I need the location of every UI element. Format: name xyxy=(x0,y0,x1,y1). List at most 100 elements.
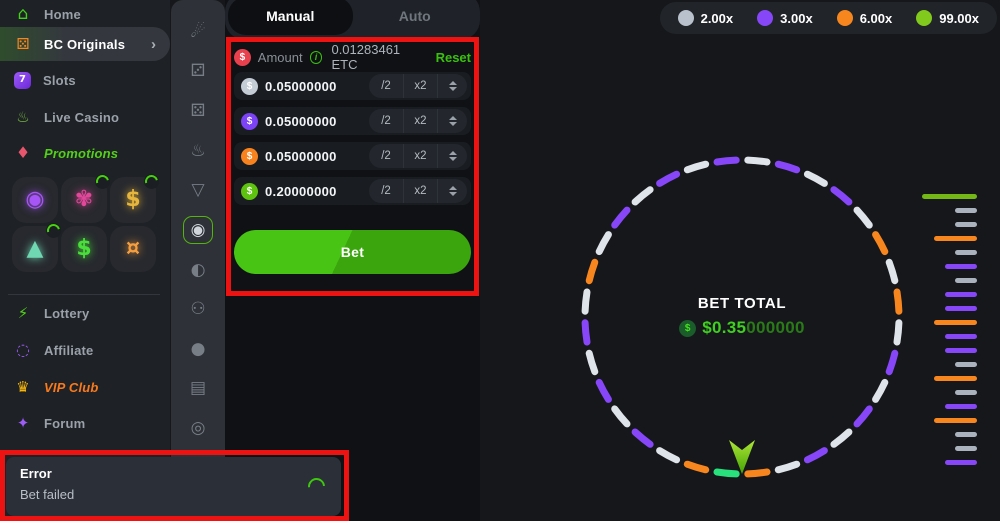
keno-game-icon[interactable]: ◎ xyxy=(190,418,206,439)
coin-icon: $ xyxy=(241,147,258,165)
game-tile-spin-target[interactable]: ◉ xyxy=(12,177,58,223)
info-icon[interactable]: i xyxy=(309,50,323,64)
double-bet-button[interactable]: x2 xyxy=(403,179,437,203)
chevron-down-icon[interactable] xyxy=(448,122,457,126)
green-coin-icon: $ xyxy=(679,319,697,337)
affiliate-icon: ◌ xyxy=(16,340,30,359)
bet-controls: /2 x2 xyxy=(369,179,467,203)
slots-icon: 7 xyxy=(14,71,31,89)
bonus-badge-icon xyxy=(46,223,61,238)
home-icon: ⌂ xyxy=(17,3,29,24)
bet-amount-input[interactable]: 0.20000000 xyxy=(265,183,337,199)
ball-game-icon[interactable]: ● xyxy=(190,338,206,359)
piggy-bank-icon: $ xyxy=(125,187,141,212)
half-bet-button[interactable]: /2 xyxy=(369,109,403,133)
bet-controls: /2 x2 xyxy=(369,74,467,98)
legend-item-3x: 3.00x xyxy=(757,10,813,26)
cards-game-icon[interactable]: ▤ xyxy=(189,378,207,399)
bet-controls: /2 x2 xyxy=(369,109,467,133)
game-tile-rocket[interactable]: ▲ xyxy=(12,223,61,272)
sidebar-item-live-casino[interactable]: ♨ Live Casino xyxy=(0,103,170,131)
bet-button[interactable]: Bet xyxy=(234,230,471,274)
history-bar-2x xyxy=(955,250,977,255)
sidebar-item-label: Promotions xyxy=(44,145,119,161)
sidebar-item-label: Lottery xyxy=(44,305,90,321)
bet-row-6x: $ 0.05000000 /2 x2 xyxy=(234,142,471,170)
history-bar-2x xyxy=(955,222,977,227)
bet-row-2x: $ 0.05000000 /2 x2 xyxy=(234,72,471,100)
sidebar-item-lottery[interactable]: ⚡ Lottery xyxy=(0,299,170,327)
sidebar-item-home[interactable]: ⌂ Home xyxy=(0,0,170,28)
history-bars xyxy=(922,194,977,465)
history-bar-6x xyxy=(934,376,977,381)
promotions-icon: ♦ xyxy=(15,143,31,162)
chevron-up-icon[interactable] xyxy=(448,81,457,85)
bet-amount-input[interactable]: 0.05000000 xyxy=(265,78,337,94)
game-icon-strip: ☄⚂⚄♨▽◉◐⚇●▤◎⚔◬ xyxy=(171,0,225,521)
chevron-down-icon[interactable] xyxy=(448,87,457,91)
legend-label: 2.00x xyxy=(700,10,734,26)
limbo-game-icon[interactable]: ♨ xyxy=(190,140,206,161)
chevron-down-icon[interactable] xyxy=(448,157,457,161)
half-bet-button[interactable]: /2 xyxy=(369,74,403,98)
classic-dice-icon[interactable]: ⚂ xyxy=(190,61,206,82)
half-bet-button[interactable]: /2 xyxy=(369,144,403,168)
history-bar-6x xyxy=(934,236,977,241)
double-bet-button[interactable]: x2 xyxy=(403,109,437,133)
bet-amount-input[interactable]: 0.05000000 xyxy=(265,113,337,129)
game-tile-dollar-tag[interactable]: $ xyxy=(61,226,107,272)
game-tile-fortune-coin[interactable]: ¤ xyxy=(110,226,156,272)
spin-target-icon: ◉ xyxy=(25,187,45,212)
toast-title: Error xyxy=(20,466,52,481)
game-tile-piggy-bank[interactable]: $ xyxy=(110,174,159,223)
chevron-up-icon[interactable] xyxy=(448,151,457,155)
history-bar-3x xyxy=(945,348,977,353)
sidebar-item-bc-originals[interactable]: ⚄ BC Originals › xyxy=(0,27,170,61)
sidebar-item-label: VIP Club xyxy=(44,379,99,395)
crown-icon: ♛ xyxy=(16,377,30,396)
amount-stepper[interactable] xyxy=(437,144,467,168)
history-bar-3x xyxy=(945,264,977,269)
sidebar-item-promotions[interactable]: ♦ Promotions xyxy=(0,139,170,167)
double-bet-button[interactable]: x2 xyxy=(403,144,437,168)
toast-message: Bet failed xyxy=(20,487,75,502)
bonus-badge-icon xyxy=(95,174,110,189)
crash-game-icon[interactable]: ☄ xyxy=(190,21,206,42)
chevron-up-icon[interactable] xyxy=(448,186,457,190)
history-bar-2x xyxy=(955,432,977,437)
multiplier-legend: 2.00x 3.00x 6.00x 99.00x xyxy=(659,2,997,34)
history-bar-2x xyxy=(955,390,977,395)
wheel-game-icon[interactable]: ◉ xyxy=(183,216,213,244)
chevron-down-icon[interactable] xyxy=(448,192,457,196)
bet-row-3x: $ 0.05000000 /2 x2 xyxy=(234,107,471,135)
sidebar-item-slots[interactable]: 7 Slots xyxy=(0,66,170,94)
bet-amount-input[interactable]: 0.05000000 xyxy=(265,148,337,164)
bet-controls: /2 x2 xyxy=(369,144,467,168)
sidebar-item-label: Live Casino xyxy=(44,109,120,125)
half-bet-button[interactable]: /2 xyxy=(369,179,403,203)
tab-manual[interactable]: Manual xyxy=(228,0,353,35)
double-bet-button[interactable]: x2 xyxy=(403,74,437,98)
coinflip-game-icon[interactable]: ◐ xyxy=(190,259,206,280)
bet-panel: Manual Auto $ Amount i 0.01283461 ETC Re… xyxy=(225,0,480,521)
multiplier-dot-icon xyxy=(916,10,933,26)
tab-auto[interactable]: Auto xyxy=(398,8,431,24)
chevron-right-icon: › xyxy=(151,35,156,53)
coin-icon: $ xyxy=(241,182,258,200)
sidebar-item-affiliate[interactable]: ◌ Affiliate xyxy=(0,336,170,364)
amount-stepper[interactable] xyxy=(437,109,467,133)
trenball-game-icon[interactable]: ⚇ xyxy=(190,299,206,320)
history-bar-2x xyxy=(955,208,977,213)
amount-stepper[interactable] xyxy=(437,74,467,98)
game-tile-wheel-charm[interactable]: ✾ xyxy=(61,174,110,223)
legend-label: 3.00x xyxy=(780,10,813,26)
amount-stepper[interactable] xyxy=(437,179,467,203)
chevron-up-icon[interactable] xyxy=(448,116,457,120)
plinko-game-icon[interactable]: ▽ xyxy=(191,180,205,201)
sidebar-item-forum[interactable]: ✦ Forum xyxy=(0,409,170,437)
sidebar-item-vip-club[interactable]: ♛ VIP Club xyxy=(0,373,170,401)
hash-dice-icon[interactable]: ⚄ xyxy=(190,101,206,122)
bet-row-99x: $ 0.20000000 /2 x2 xyxy=(234,177,471,205)
reset-button[interactable]: Reset xyxy=(435,49,471,65)
